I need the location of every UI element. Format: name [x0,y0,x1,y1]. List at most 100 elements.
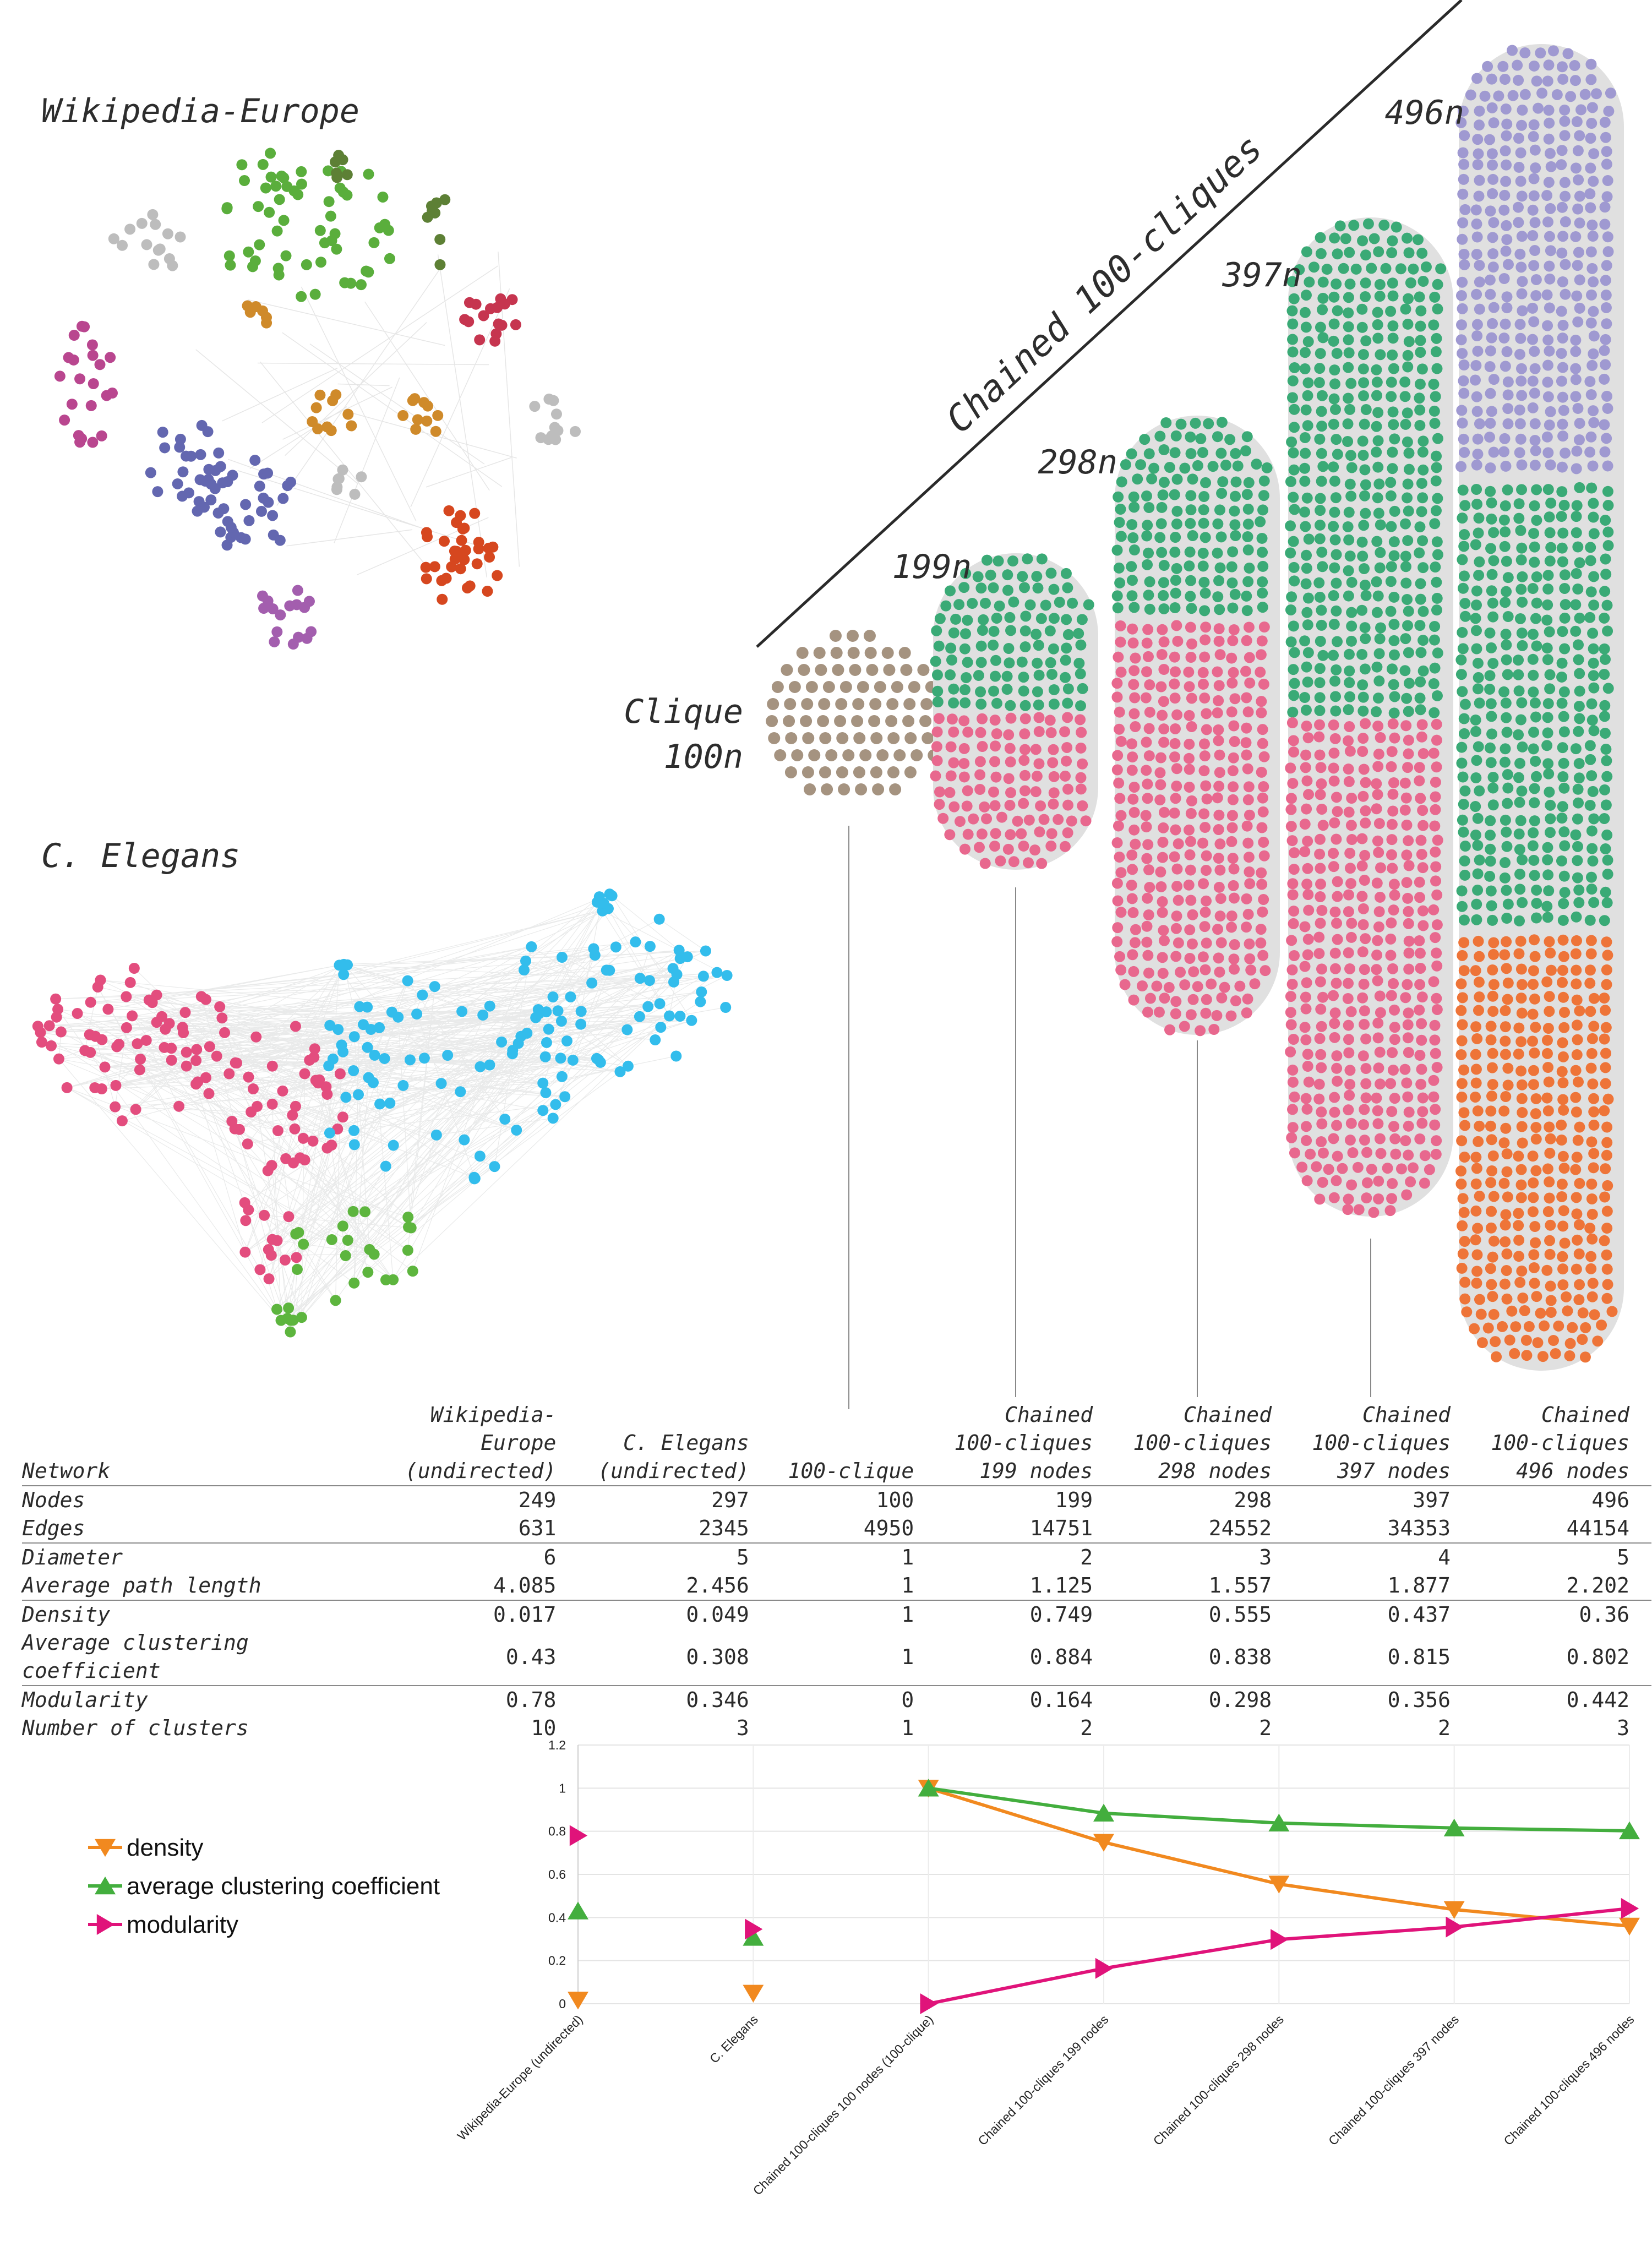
data-point [918,1779,939,1797]
node-cluster [108,209,186,271]
legend-marker [95,1876,116,1895]
table-column-header: Wikipedia- Europe (undirected) [385,1401,579,1486]
node-cluster [330,150,353,183]
node-cluster [397,393,444,437]
data-point [1271,1929,1289,1950]
x-tick-label: Wikipedia-Europe (undirected) [454,2012,585,2143]
table-cell: 6 [385,1542,579,1572]
table-row: Number of clusters 10 3 1 2 2 2 3 [22,1714,1651,1742]
data-point [743,1928,764,1946]
table-cell: 496 [1591,1488,1629,1512]
x-tick-label: Chained 100-cliques 496 nodes [1501,2012,1637,2148]
y-tick-label: 1.2 [548,1738,566,1752]
table-column-header: Chained 100-cliques 496 nodes [1473,1401,1651,1486]
data-point [1268,1813,1290,1831]
table-cell: 0.815 [1387,1644,1451,1669]
y-tick-label: 0.2 [548,1954,566,1968]
table-cell: 5 [1473,1542,1651,1572]
table-row-label: Number of clusters [22,1716,249,1740]
node-cluster [334,958,353,980]
node-cluster [242,300,272,329]
legend-label: modularity [127,1911,238,1938]
table-cell: 1.877 [1387,1573,1451,1597]
table-cell: 0.164 [936,1685,1115,1714]
table-cell: 10 [531,1716,557,1740]
table-cell: 2 [1438,1716,1451,1740]
node-cluster [271,1302,307,1338]
node-cluster [54,320,118,448]
label-496n: 496n [1385,94,1465,132]
y-tick-label: 0.4 [548,1910,566,1924]
table-cell: 14751 [1029,1516,1093,1540]
legend-label: average clustering coefficient [127,1873,440,1900]
stats-header-row: Network Wikipedia- Europe (undirected) C. El… [22,1401,1651,1486]
node-cluster [307,389,357,437]
table-row-label: Nodes [22,1488,85,1512]
network-graphs: Wikipedia-Europe C. Elegans Chained 100-… [32,0,1624,1409]
clique-100-nodes [766,630,940,795]
table-cell: 0.555 [1115,1600,1294,1629]
node-cluster [290,1206,418,1306]
data-point [745,1918,763,1940]
table-row: Nodes 249 297 100 199 298 397 496 [22,1486,1651,1514]
table-cell: 34353 [1387,1516,1451,1540]
table-cell: 0.802 [1566,1644,1629,1669]
table-cell: 44154 [1566,1516,1629,1540]
table-cell: 3 [1617,1716,1629,1740]
chained-clique-column [1111,416,1280,1037]
legend-label: density [127,1834,203,1861]
data-point [1093,1803,1114,1822]
table-cell: 1 [901,1573,914,1597]
metrics-chart: 0 0.2 0.4 0.6 0.8 1 1.2 Wikipedia-Europe (undir… [88,1738,1640,2198]
data-point [1093,1834,1114,1852]
table-row-label: Modularity [22,1685,385,1714]
table-column-header: Chained 100-cliques 199 nodes [936,1401,1115,1486]
table-column-header: Chained 100-cliques 397 nodes [1294,1401,1473,1486]
table-row: Density 0.017 0.049 1 0.749 0.555 0.437 0.36 [22,1600,1651,1629]
data-point [1095,1958,1114,1979]
table-cell: 2 [936,1542,1115,1572]
table-cell: 0.43 [505,1644,557,1669]
data-point [743,1984,764,2003]
chained-divider-line [756,0,1463,648]
table-cell: 2 [1080,1716,1093,1740]
title-wikipedia-europe: Wikipedia-Europe [41,92,359,130]
chart-axis: 0 0.2 0.4 0.6 0.8 1 1.2 Wikipedia-Europe (undir… [454,1738,1637,2198]
node-cluster [205,455,297,551]
table-row-label: Edges [22,1516,85,1540]
table-row-label: Average path length [22,1573,261,1597]
table-cell: 2.456 [686,1573,749,1597]
network-stats-table: Network Wikipedia- Europe (undirected) C. El… [22,1401,1651,1742]
table-cell: 2 [1259,1716,1272,1740]
data-point [568,1992,588,2010]
chained-clique-column [930,553,1098,870]
y-tick-label: 1 [559,1781,566,1795]
node-cluster [422,194,451,270]
chained-clique-column [1455,44,1624,1371]
data-point [1446,1916,1464,1938]
data-point [1443,1818,1465,1836]
chart-series [568,1779,1640,2014]
label-397n: 397n [1222,256,1302,295]
data-point [569,1825,588,1846]
node-cluster [420,505,503,605]
table-cell: 24552 [1208,1516,1272,1540]
table-cell: 2.202 [1566,1573,1629,1597]
title-chained-100-cliques: Chained 100-cliques [937,127,1271,441]
node-cluster [314,166,395,291]
table-cell: 0.017 [385,1600,579,1629]
table-cell: 0.749 [936,1600,1115,1629]
node-cluster [459,293,521,347]
table-cell: 3 [1115,1542,1294,1572]
data-point [568,1901,588,1920]
table-row-label: Density [22,1600,385,1629]
node-cluster [323,975,579,1185]
y-tick-label: 0.6 [548,1867,566,1882]
node-cluster [221,148,346,302]
y-tick-label: 0 [559,1997,566,2011]
series-modularity [569,1825,1639,2014]
nodes-layer [32,44,1624,1371]
title-c-elegans: C. Elegans [41,837,240,875]
table-cell: 0.356 [1294,1685,1473,1714]
label-298n: 298n [1038,443,1118,482]
